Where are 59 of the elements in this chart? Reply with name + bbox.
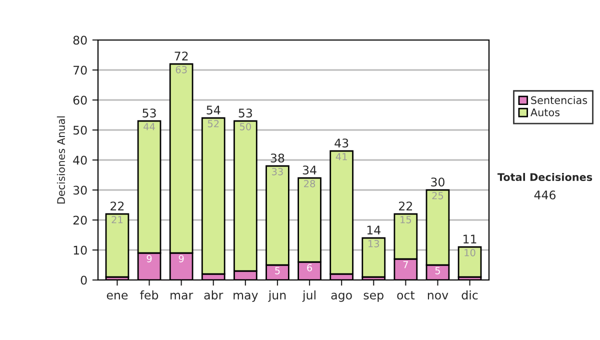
data-label: 21 <box>112 216 123 224</box>
x-tick-label: sep <box>364 292 384 302</box>
total-label: 11 <box>464 234 476 244</box>
total-label: 22 <box>399 202 412 210</box>
bar <box>458 246 482 278</box>
x-tick-label: jun <box>268 290 286 302</box>
x-tick-label: oct <box>397 291 415 300</box>
y-tick-label: 20 <box>73 216 87 225</box>
y-tick-label: 80 <box>73 36 87 45</box>
total-label: 72 <box>174 52 188 60</box>
x-tick-label: mar <box>170 292 194 300</box>
bar <box>105 213 130 278</box>
x-tick-label: may <box>234 292 258 302</box>
total-label: 43 <box>334 138 348 148</box>
total-label: 22 <box>110 202 124 210</box>
data-label: 44 <box>144 123 155 130</box>
total-label: 38 <box>270 154 284 163</box>
x-tick-label: dic <box>462 290 478 300</box>
text: 446 <box>534 190 556 200</box>
total-label: 54 <box>206 106 220 115</box>
total-label: 53 <box>238 108 252 118</box>
y-axis-title: Decisiones Anual <box>56 116 65 204</box>
x-tick-label: feb <box>140 290 158 300</box>
x-tick-label: ago <box>331 292 352 302</box>
data-label: 5 <box>275 267 280 274</box>
y-tick-label: 40 <box>73 156 87 165</box>
y-tick-label: 70 <box>74 66 87 75</box>
legend-label: Autos <box>530 108 560 116</box>
x-tick-label: ene <box>106 292 128 300</box>
data-label: 10 <box>464 248 476 256</box>
data-label: 52 <box>208 120 219 128</box>
data-label: 6 <box>307 264 312 272</box>
bar <box>362 237 386 278</box>
x-tick-label: nov <box>428 292 448 300</box>
y-tick-label: 0 <box>80 276 87 285</box>
x-tick-label: abr <box>204 290 224 300</box>
data-label: 25 <box>432 192 444 200</box>
data-label: 50 <box>240 122 251 130</box>
data-label: 9 <box>146 254 152 262</box>
data-label: 28 <box>304 180 316 188</box>
total-label: 53 <box>142 108 156 118</box>
data-label: 15 <box>400 216 412 224</box>
y-tick-label: 60 <box>73 96 87 105</box>
data-label: 9 <box>178 254 184 262</box>
total-label: 14 <box>367 226 380 234</box>
data-label: 63 <box>176 66 187 74</box>
data-label: 33 <box>272 168 283 176</box>
data-label: 41 <box>336 153 347 160</box>
x-tick-label: jul <box>302 290 316 302</box>
y-tick-label: 10 <box>74 246 87 255</box>
total-label: 34 <box>302 166 316 175</box>
y-tick-label: 30 <box>73 186 87 195</box>
total-label: 30 <box>431 178 444 187</box>
legend-label: Sentencias <box>531 96 588 104</box>
text: Total Decisiones <box>497 172 592 182</box>
data-label: 13 <box>368 240 380 248</box>
data-label: 5 <box>435 267 440 274</box>
data-label: 7 <box>403 261 408 268</box>
y-tick-label: 50 <box>73 126 87 135</box>
